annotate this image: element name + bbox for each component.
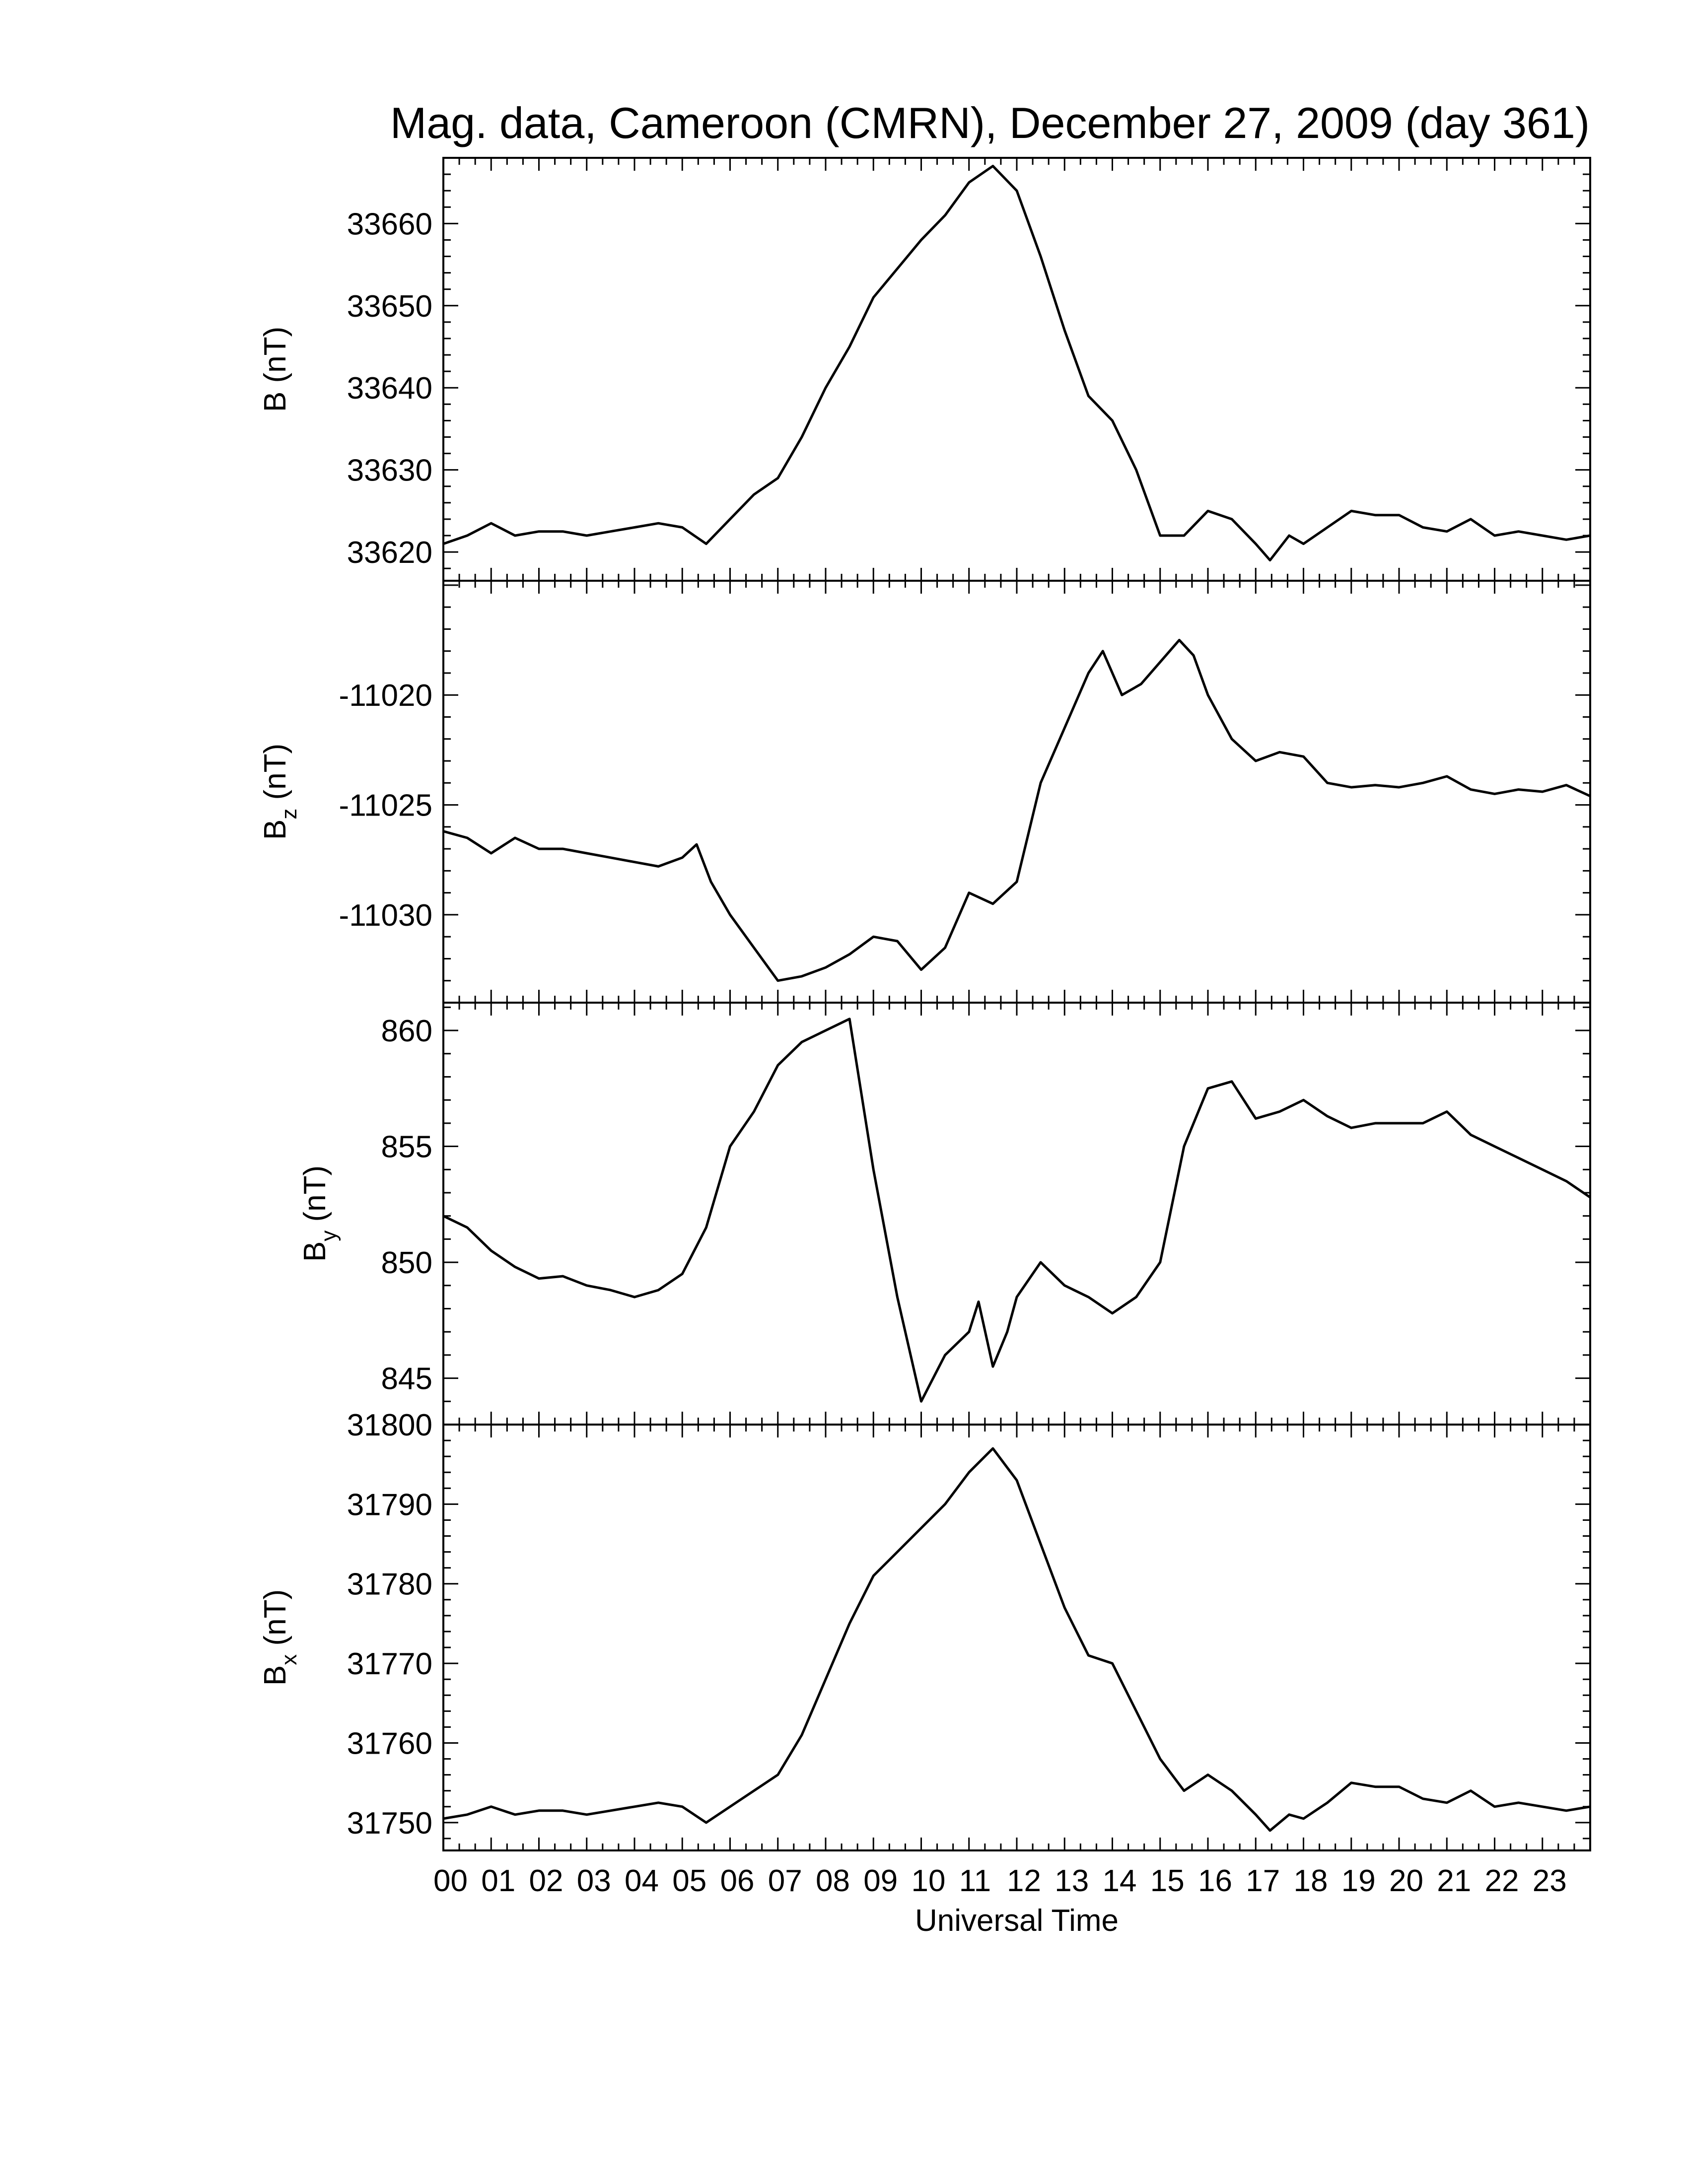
x-tick-label: 17	[1246, 1864, 1280, 1898]
y-tick-label: 31800	[347, 1408, 432, 1442]
y-axis-label-subscript: y	[317, 1230, 341, 1241]
y-tick-label: 33650	[347, 289, 432, 324]
series-line-Bz	[443, 639, 1591, 982]
y-tick-label: -11030	[339, 898, 432, 933]
y-axis-label-main: B	[258, 392, 292, 412]
panel-B: 33620 33630 33640 33650 33660 B (nT)	[258, 157, 1591, 582]
y-tick-label: -11020	[339, 679, 432, 713]
y-tick-label: 31760	[347, 1726, 432, 1761]
x-tick-label: 14	[1103, 1864, 1137, 1898]
y-axis-label-unit: (nT)	[258, 327, 292, 392]
y-axis-label-main: B	[258, 819, 292, 840]
panel-Bz: -11030 -11025 -11020 Bz (nT)	[258, 580, 1591, 1004]
y-axis-label: Bz (nT)	[258, 744, 301, 840]
y-axis-label-main: B	[298, 1241, 332, 1262]
series-line-B	[443, 165, 1591, 562]
y-tick-label: 33660	[347, 207, 432, 241]
x-tick-label: 12	[1007, 1864, 1041, 1898]
y-axis-label: By (nT)	[298, 1165, 341, 1262]
y-axis-label-subscript: x	[277, 1654, 301, 1665]
chart-title: Mag. data, Cameroon (CMRN), December 27,…	[390, 98, 1590, 147]
x-tick-label: 21	[1437, 1864, 1471, 1898]
y-tick-label: 33630	[347, 454, 432, 488]
x-tick-label: 02	[529, 1864, 563, 1898]
x-tick-label: 10	[912, 1864, 946, 1898]
y-axis-label: B (nT)	[258, 327, 292, 412]
y-tick-label: 855	[381, 1130, 432, 1164]
x-tick-label: 22	[1485, 1864, 1519, 1898]
y-axis-label-unit: (nT)	[258, 1589, 292, 1654]
y-axis-label-unit: (nT)	[298, 1165, 332, 1230]
x-axis-label: Universal Time	[915, 1904, 1119, 1938]
series-line-Bx	[443, 1447, 1591, 1832]
panel-frame	[442, 1002, 1591, 1426]
panel-frame	[442, 580, 1591, 1004]
panel-Bx: 31750 31760 31770 31780 31790 31800 Bx (nT)	[258, 1408, 1591, 1851]
y-tick-label: -11025	[339, 789, 432, 823]
x-tick-label: 04	[625, 1864, 659, 1898]
y-tick-label: 31790	[347, 1488, 432, 1522]
x-tick-label: 23	[1533, 1864, 1567, 1898]
y-axis-label-subscript: z	[277, 809, 301, 819]
x-tick-label: 11	[959, 1864, 991, 1898]
panel-frame	[442, 157, 1591, 582]
x-tick-label: 01	[481, 1864, 515, 1898]
y-tick-label: 845	[381, 1362, 432, 1396]
x-tick-label: 09	[863, 1864, 898, 1898]
x-tick-label: 19	[1341, 1864, 1376, 1898]
y-tick-label: 33620	[347, 536, 432, 570]
x-tick-label: 06	[720, 1864, 755, 1898]
panel-frame	[442, 1424, 1591, 1851]
y-axis-label: Bx (nT)	[258, 1589, 301, 1686]
x-tick-label: 20	[1389, 1864, 1423, 1898]
y-axis-label-unit: (nT)	[258, 744, 292, 809]
x-tick-label: 05	[672, 1864, 706, 1898]
y-tick-label: 850	[381, 1246, 432, 1280]
series-line-By	[442, 1018, 1591, 1403]
x-tick-label: 00	[433, 1864, 468, 1898]
y-tick-label: 31780	[347, 1568, 432, 1602]
x-axis: 00 01 02 03 04 05 06 07 08 09 10 11 12 13 14 15 16 17 18 19…	[433, 1864, 1567, 1898]
x-tick-label: 15	[1150, 1864, 1185, 1898]
x-tick-label: 16	[1198, 1864, 1232, 1898]
y-axis-label-main: B	[258, 1665, 292, 1686]
y-tick-label: 860	[381, 1014, 432, 1048]
x-tick-label: 13	[1055, 1864, 1089, 1898]
panel-By: 845 850 855 860 By (nT)	[298, 1002, 1591, 1426]
y-tick-label: 31750	[347, 1806, 432, 1841]
y-tick-label: 31770	[347, 1647, 432, 1681]
x-tick-label: 07	[768, 1864, 802, 1898]
x-tick-label: 18	[1294, 1864, 1328, 1898]
x-tick-label: 08	[816, 1864, 850, 1898]
x-tick-label: 03	[577, 1864, 611, 1898]
y-tick-label: 33640	[347, 371, 432, 406]
